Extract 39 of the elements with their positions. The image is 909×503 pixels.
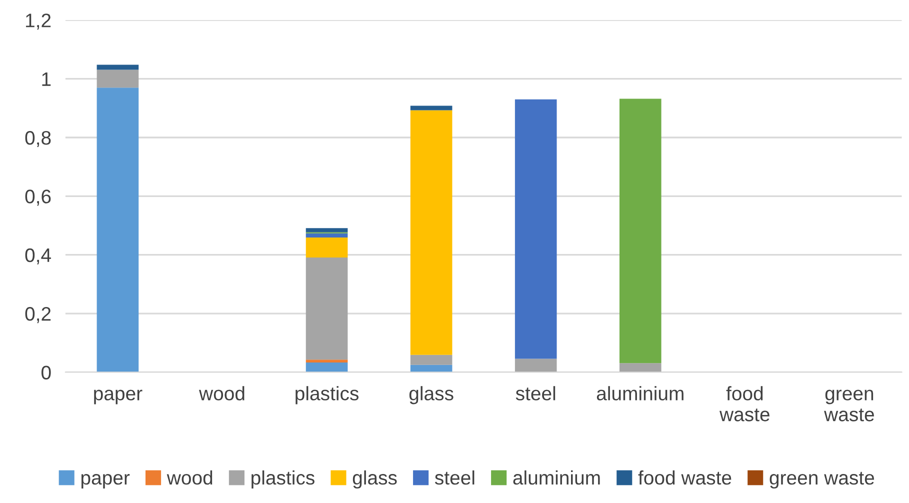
bar bbox=[410, 110, 452, 355]
x-tick-label: steel bbox=[516, 386, 556, 400]
bar bbox=[514, 358, 557, 372]
y-tick-label: 0,8 bbox=[25, 130, 51, 148]
bar bbox=[306, 257, 348, 360]
legend-label: steel bbox=[434, 470, 474, 485]
legend-label: food waste bbox=[638, 470, 732, 485]
legend-label: plastics bbox=[252, 470, 314, 489]
legend-label: green waste bbox=[770, 472, 874, 489]
bar bbox=[96, 88, 139, 372]
y-tick-label: 1 bbox=[42, 72, 51, 86]
bar bbox=[410, 354, 452, 365]
x-tick-label: aluminium bbox=[596, 386, 684, 400]
bar bbox=[306, 360, 348, 363]
y-tick-label: 1,2 bbox=[26, 14, 51, 30]
bar bbox=[306, 233, 348, 238]
legend-label: aluminium bbox=[513, 470, 600, 485]
bar bbox=[619, 363, 662, 372]
legend-label: glass bbox=[352, 470, 397, 489]
bar bbox=[96, 70, 139, 88]
x-tick-label: green waste bbox=[824, 390, 874, 422]
bar bbox=[514, 99, 557, 359]
bar bbox=[96, 64, 139, 70]
x-tick-label: plastics bbox=[296, 386, 359, 404]
y-tick-label: 0,6 bbox=[25, 190, 51, 206]
legend-label: paper bbox=[81, 474, 130, 489]
y-tick-label: 0 bbox=[42, 366, 51, 380]
x-tick-label: paper bbox=[94, 390, 142, 404]
bar bbox=[306, 228, 348, 232]
bar bbox=[306, 362, 348, 372]
bar bbox=[410, 106, 452, 110]
x-tick-label: wood bbox=[198, 386, 244, 400]
y-tick-label: 0,4 bbox=[25, 248, 51, 264]
y-tick-label: 0,2 bbox=[25, 307, 51, 324]
bar bbox=[619, 98, 662, 364]
x-tick-label: food waste bbox=[720, 386, 770, 422]
x-tick-label: glass bbox=[409, 386, 454, 404]
bar bbox=[306, 238, 348, 258]
legend-label: wood bbox=[166, 470, 212, 485]
